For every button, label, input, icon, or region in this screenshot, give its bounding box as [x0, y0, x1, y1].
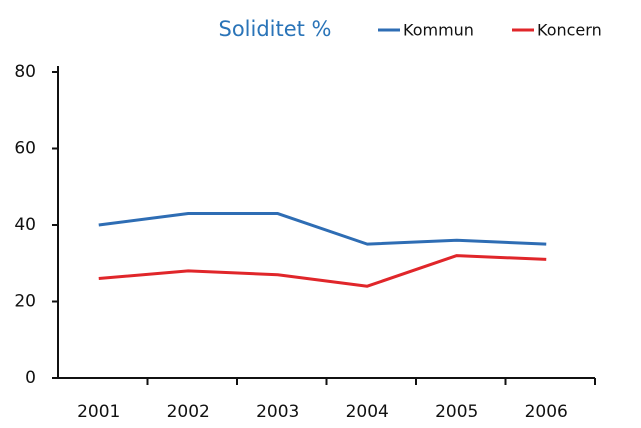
- x-tick-label: 2005: [435, 402, 478, 422]
- x-tick-label: 2004: [346, 402, 389, 422]
- x-tick-label: 2006: [525, 402, 568, 422]
- x-tick-label: 2003: [256, 402, 299, 422]
- y-tick-label: 80: [14, 62, 36, 82]
- chart-title: Soliditet %: [218, 17, 331, 41]
- y-tick-label: 60: [14, 139, 36, 159]
- series-line: [98, 212, 547, 246]
- legend-label: Koncern: [537, 21, 602, 40]
- x-tick-label: 2001: [77, 402, 120, 422]
- legend-label: Kommun: [403, 21, 474, 40]
- y-tick-label: 0: [25, 368, 36, 388]
- series-line: [98, 254, 547, 288]
- x-tick-label: 2002: [167, 402, 210, 422]
- y-tick-label: 20: [14, 292, 36, 312]
- y-tick-label: 40: [14, 215, 36, 235]
